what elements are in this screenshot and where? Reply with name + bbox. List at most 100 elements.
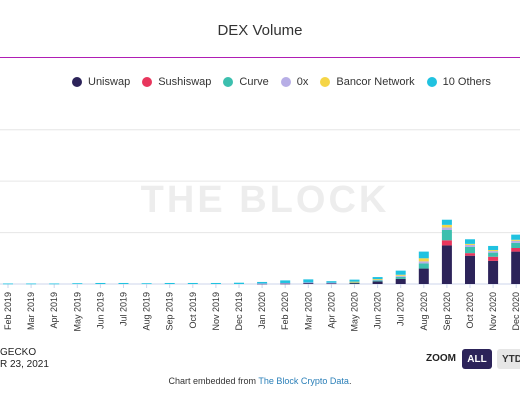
bar-segment [395, 274, 406, 276]
x-tick-label: Sep 2019 [165, 292, 175, 331]
x-tick-label: Jun 2020 [373, 292, 383, 329]
chart-title: DEX Volume [217, 22, 303, 39]
bar-segment [118, 282, 129, 284]
bar-segment [488, 260, 499, 284]
x-tick-label: Dec 2020 [511, 292, 520, 331]
source-line-2: R 23, 2021 [0, 359, 49, 370]
zoom-all-button[interactable]: ALL [462, 349, 492, 369]
bar-segment [49, 283, 60, 285]
bar-segment [488, 252, 499, 257]
x-tick-label: Oct 2020 [465, 292, 475, 329]
legend-label: Uniswap [88, 76, 131, 88]
bar-segment [372, 281, 383, 284]
legend-item-others[interactable]: 10 Others [426, 76, 491, 88]
legend-label: 10 Others [442, 76, 491, 88]
bar-segment [418, 258, 429, 262]
bar-segment [395, 275, 406, 277]
bar-segment [511, 251, 520, 284]
bar-segment [164, 282, 175, 284]
bar-segment [280, 282, 291, 284]
bar-segment [326, 281, 337, 283]
source-line-1: GECKO [0, 347, 37, 358]
legend: Uniswap Sushiswap Curve 0x Bancor Networ… [72, 76, 491, 88]
bar-segment [488, 250, 499, 252]
bar-segment [511, 239, 520, 241]
x-tick-label: Mar 2020 [303, 292, 313, 330]
bar-segment [257, 281, 268, 284]
bar-segment [441, 219, 452, 225]
x-tick-label: Apr 2020 [326, 292, 336, 329]
bar-segment [187, 282, 198, 284]
legend-item-sushiswap[interactable]: Sushiswap [142, 76, 211, 88]
legend-dot-icon [280, 77, 291, 87]
legend-item-curve[interactable]: Curve [223, 76, 269, 88]
x-tick-label: Apr 2019 [49, 292, 59, 329]
bar-segment [488, 245, 499, 251]
embed-text: Chart embedded from [168, 376, 259, 386]
legend-dot-icon [223, 77, 234, 87]
x-tick-label: Feb 2019 [3, 292, 13, 330]
bar-segment [441, 227, 452, 230]
x-tick-label: Feb 2020 [280, 292, 290, 330]
legend-dot-icon [320, 77, 331, 87]
bar-segment [372, 280, 383, 282]
watermark: THE BLOCK [141, 179, 390, 221]
bar-segment [465, 239, 475, 244]
legend-dot-icon [142, 77, 153, 87]
legend-item-0x[interactable]: 0x [280, 76, 309, 88]
x-tick-label: Dec 2019 [234, 292, 244, 331]
bar-segment [303, 282, 314, 284]
bar-segment [465, 243, 475, 245]
bar-segment [349, 282, 360, 284]
bar-segment [511, 242, 520, 248]
legend-label: Curve [239, 76, 269, 88]
source-text: GECKO R 23, 2021 [0, 347, 49, 371]
bar-segment [395, 270, 406, 275]
bar-segment [441, 230, 452, 241]
bar-segment [280, 280, 291, 283]
bar-segment [465, 244, 475, 247]
legend-item-bancor[interactable]: Bancor Network [320, 76, 415, 88]
bar-segment [418, 261, 429, 264]
title-divider [0, 57, 520, 58]
bar-segment [280, 283, 291, 285]
legend-dot-icon [426, 77, 437, 87]
bar-segment [303, 279, 314, 283]
x-tick-label: Aug 2019 [142, 292, 152, 331]
x-tick-label: Aug 2020 [419, 292, 429, 331]
x-tick-label: Mar 2019 [26, 292, 36, 330]
legend-dot-icon [72, 77, 82, 87]
bar-segment [210, 282, 221, 284]
bar-segment [95, 282, 106, 284]
x-tick-label: Nov 2020 [488, 292, 498, 331]
bar-segment [395, 278, 406, 284]
x-tick-label: Jul 2019 [119, 292, 129, 326]
zoom-ytd-button[interactable]: YTD [497, 349, 520, 369]
bar-segment [372, 279, 383, 281]
bar-segment [418, 251, 429, 259]
bar-segment [303, 282, 314, 284]
bar-segment [511, 248, 520, 252]
legend-label: 0x [296, 76, 309, 88]
x-tick-label: Oct 2019 [188, 292, 198, 329]
bar-segment [349, 281, 360, 283]
x-tick-label: Nov 2019 [211, 292, 221, 331]
x-tick-label: Jan 2020 [257, 292, 267, 329]
zoom-label: ZOOM [426, 353, 456, 364]
embed-suffix: . [348, 376, 352, 386]
x-tick-label: Jun 2019 [95, 292, 105, 329]
bar-segment [349, 282, 360, 284]
embed-link[interactable]: The Block Crypto Data [258, 376, 349, 386]
bar-segment [465, 255, 475, 284]
bar-segment [326, 283, 337, 285]
bar-segment [441, 224, 452, 228]
bar-segment [511, 240, 520, 243]
bar-segment [441, 240, 452, 246]
bar-segment [441, 245, 452, 284]
bar-segment [257, 283, 268, 285]
x-tick-label: Jul 2020 [396, 292, 406, 326]
bar-segment [372, 277, 383, 280]
bar-segment [372, 279, 383, 280]
legend-item-uniswap[interactable]: Uniswap [72, 76, 130, 88]
x-tick-label: May 2020 [350, 292, 360, 332]
